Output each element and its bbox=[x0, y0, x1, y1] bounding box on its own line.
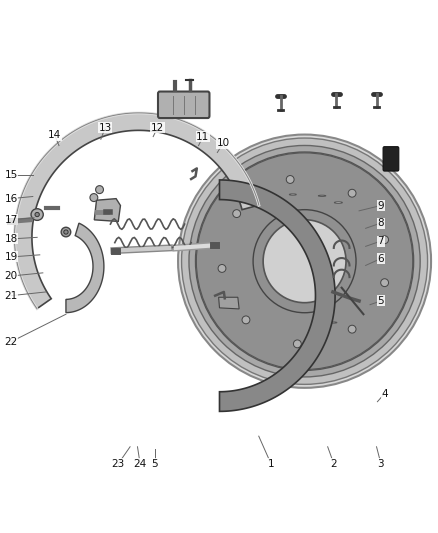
Ellipse shape bbox=[289, 194, 296, 195]
Text: 6: 6 bbox=[377, 254, 383, 263]
Text: 24: 24 bbox=[133, 459, 146, 469]
Text: 1: 1 bbox=[267, 459, 274, 469]
Text: 16: 16 bbox=[4, 193, 18, 204]
Ellipse shape bbox=[334, 202, 342, 204]
Polygon shape bbox=[94, 199, 120, 221]
Polygon shape bbox=[218, 297, 239, 309]
Text: 10: 10 bbox=[216, 139, 229, 149]
Text: 8: 8 bbox=[377, 218, 383, 228]
Ellipse shape bbox=[318, 195, 325, 197]
Polygon shape bbox=[219, 180, 334, 411]
Ellipse shape bbox=[90, 193, 98, 201]
Text: 12: 12 bbox=[151, 123, 164, 133]
Text: 15: 15 bbox=[4, 171, 18, 180]
Ellipse shape bbox=[380, 279, 388, 287]
Text: 3: 3 bbox=[377, 459, 383, 469]
FancyBboxPatch shape bbox=[158, 92, 209, 118]
Text: 23: 23 bbox=[111, 459, 125, 469]
Ellipse shape bbox=[311, 327, 320, 329]
Ellipse shape bbox=[31, 209, 43, 220]
Ellipse shape bbox=[328, 322, 336, 323]
Ellipse shape bbox=[286, 175, 293, 183]
Text: 21: 21 bbox=[4, 290, 18, 301]
Text: 17: 17 bbox=[4, 215, 18, 225]
Polygon shape bbox=[14, 113, 258, 309]
Ellipse shape bbox=[181, 138, 427, 384]
Ellipse shape bbox=[347, 189, 355, 197]
Text: 11: 11 bbox=[196, 132, 209, 142]
Ellipse shape bbox=[95, 185, 103, 193]
Text: 13: 13 bbox=[99, 123, 112, 133]
Ellipse shape bbox=[218, 264, 226, 272]
Text: 14: 14 bbox=[48, 130, 61, 140]
Text: 18: 18 bbox=[4, 234, 18, 244]
Ellipse shape bbox=[61, 227, 71, 237]
Ellipse shape bbox=[195, 152, 413, 370]
Text: 7: 7 bbox=[377, 236, 383, 246]
Ellipse shape bbox=[347, 325, 355, 333]
Ellipse shape bbox=[293, 340, 300, 348]
Ellipse shape bbox=[262, 220, 345, 303]
Text: 4: 4 bbox=[380, 389, 387, 399]
Ellipse shape bbox=[188, 146, 419, 377]
Text: 22: 22 bbox=[4, 337, 18, 347]
Text: 5: 5 bbox=[151, 459, 158, 469]
Ellipse shape bbox=[178, 134, 430, 388]
Text: 19: 19 bbox=[4, 252, 18, 262]
Ellipse shape bbox=[196, 153, 412, 369]
Ellipse shape bbox=[64, 230, 68, 234]
Ellipse shape bbox=[35, 213, 39, 216]
Ellipse shape bbox=[232, 209, 240, 217]
Text: 2: 2 bbox=[330, 459, 336, 469]
Text: 9: 9 bbox=[377, 200, 383, 211]
Polygon shape bbox=[66, 223, 104, 313]
Ellipse shape bbox=[241, 316, 249, 324]
Text: 20: 20 bbox=[4, 271, 18, 281]
Text: 5: 5 bbox=[377, 296, 383, 306]
Ellipse shape bbox=[380, 236, 388, 244]
FancyBboxPatch shape bbox=[382, 147, 398, 171]
